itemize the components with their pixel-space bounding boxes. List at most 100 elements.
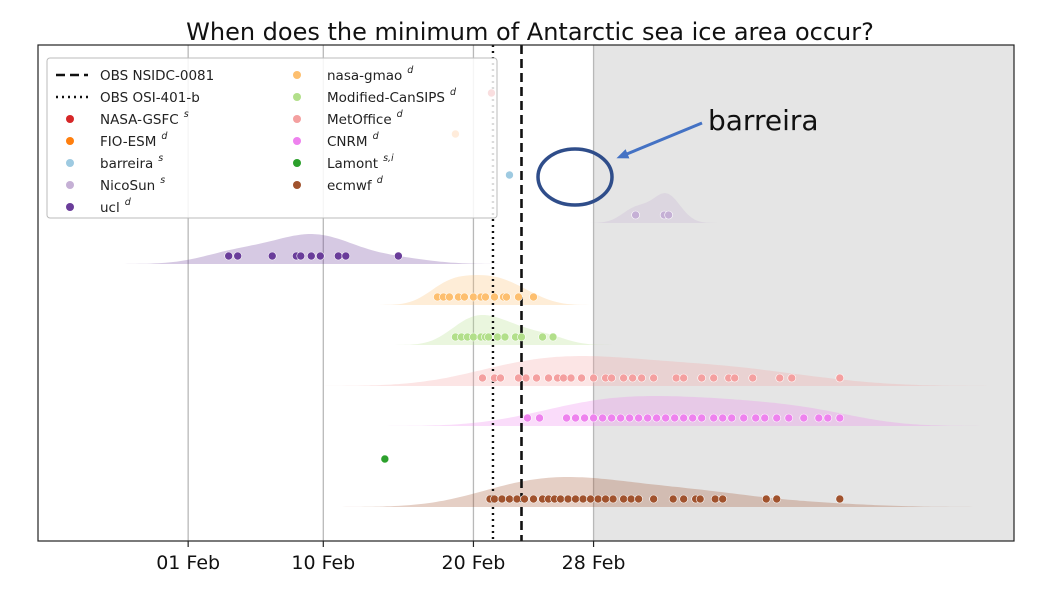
shaded-region	[593, 45, 1014, 541]
data-point	[760, 413, 770, 423]
legend-swatch	[293, 93, 301, 101]
legend-swatch	[293, 137, 301, 145]
legend-swatch	[293, 181, 301, 189]
data-point	[493, 332, 502, 342]
data-point	[517, 332, 526, 342]
data-point	[589, 413, 598, 423]
data-point	[548, 332, 558, 342]
data-point	[497, 494, 507, 504]
data-point	[469, 332, 478, 342]
density-curve	[38, 234, 1014, 264]
data-point	[626, 494, 636, 504]
data-point	[634, 494, 643, 504]
data-point	[490, 292, 499, 302]
legend-label: Modified-CanSIPS	[327, 90, 445, 106]
data-point	[634, 413, 643, 423]
legend-label: nasa-gmao	[327, 68, 402, 84]
data-point	[637, 373, 646, 383]
x-tick-label: 28 Feb	[562, 552, 626, 574]
data-point	[679, 494, 688, 504]
callout-arrow	[616, 121, 703, 159]
data-point	[589, 373, 598, 383]
data-point	[710, 494, 720, 504]
data-point	[823, 413, 833, 423]
data-point	[649, 494, 658, 504]
data-point	[529, 292, 538, 302]
legend-label: OBS OSI-401-b	[100, 90, 200, 106]
data-point	[670, 413, 679, 423]
data-point	[814, 413, 824, 423]
data-point	[563, 494, 573, 504]
x-tick-label: 20 Feb	[442, 552, 506, 574]
data-point	[532, 373, 541, 383]
legend-label: barreira	[100, 156, 153, 172]
data-point	[500, 332, 510, 342]
data-point	[607, 373, 616, 383]
legend-superscript: d	[377, 175, 384, 186]
data-point	[224, 251, 233, 261]
callout-label: barreira	[708, 104, 819, 137]
data-point	[608, 494, 618, 504]
data-point	[469, 292, 478, 302]
legend-swatch	[66, 115, 74, 123]
data-point	[652, 413, 661, 423]
data-point	[718, 494, 728, 504]
data-point	[727, 413, 737, 423]
data-point	[671, 373, 681, 383]
x-tick-label: 10 Feb	[291, 552, 355, 574]
data-point	[772, 413, 782, 423]
legend-label: NASA-GSFC	[100, 112, 179, 128]
legend-swatch	[66, 203, 74, 211]
legend-label: ucl	[100, 200, 120, 216]
data-point	[502, 292, 511, 302]
data-point	[529, 494, 538, 504]
data-point	[514, 292, 523, 302]
data-point	[679, 373, 688, 383]
legend-label: Lamont	[327, 156, 378, 172]
data-point	[709, 413, 718, 423]
legend-box	[46, 57, 498, 219]
data-point	[341, 251, 351, 261]
data-point	[739, 413, 749, 423]
legend-superscript: s	[160, 175, 165, 186]
data-point	[631, 210, 640, 220]
data-point	[619, 373, 628, 383]
data-point	[334, 251, 343, 261]
data-point	[267, 251, 277, 261]
data-point	[306, 251, 316, 261]
data-point	[556, 494, 565, 504]
x-axis-ticks: 01 Feb 10 Feb 20 Feb 28 Feb	[156, 541, 625, 574]
legend-superscript: d	[161, 131, 168, 142]
data-point	[619, 494, 628, 504]
data-point	[544, 373, 553, 383]
data-point	[505, 494, 514, 504]
legend-superscript: d	[450, 87, 457, 98]
legend-label: MetOffice	[327, 112, 392, 128]
data-point	[598, 413, 607, 423]
data-point	[661, 413, 670, 423]
data-points	[224, 88, 845, 504]
data-point	[478, 373, 487, 383]
data-point	[559, 373, 568, 383]
data-point	[664, 210, 673, 220]
data-point	[523, 413, 532, 423]
legend-label: OBS NSIDC-0081	[100, 68, 214, 84]
highlight-circle	[536, 147, 614, 207]
data-point	[571, 413, 580, 423]
data-point	[718, 413, 728, 423]
data-point	[571, 494, 580, 504]
data-point	[481, 292, 490, 302]
data-point	[748, 373, 758, 383]
chart-title: When does the minimum of Antarctic sea i…	[186, 18, 874, 46]
data-point	[445, 292, 454, 302]
legend-label: NicoSun	[100, 178, 155, 194]
data-point	[233, 251, 243, 261]
data-point	[514, 373, 523, 383]
legend-superscript: s	[184, 109, 189, 120]
plot-frame	[37, 44, 1015, 542]
data-point	[566, 373, 576, 383]
data-point	[586, 494, 595, 504]
data-point	[709, 373, 718, 383]
data-point	[835, 494, 845, 504]
